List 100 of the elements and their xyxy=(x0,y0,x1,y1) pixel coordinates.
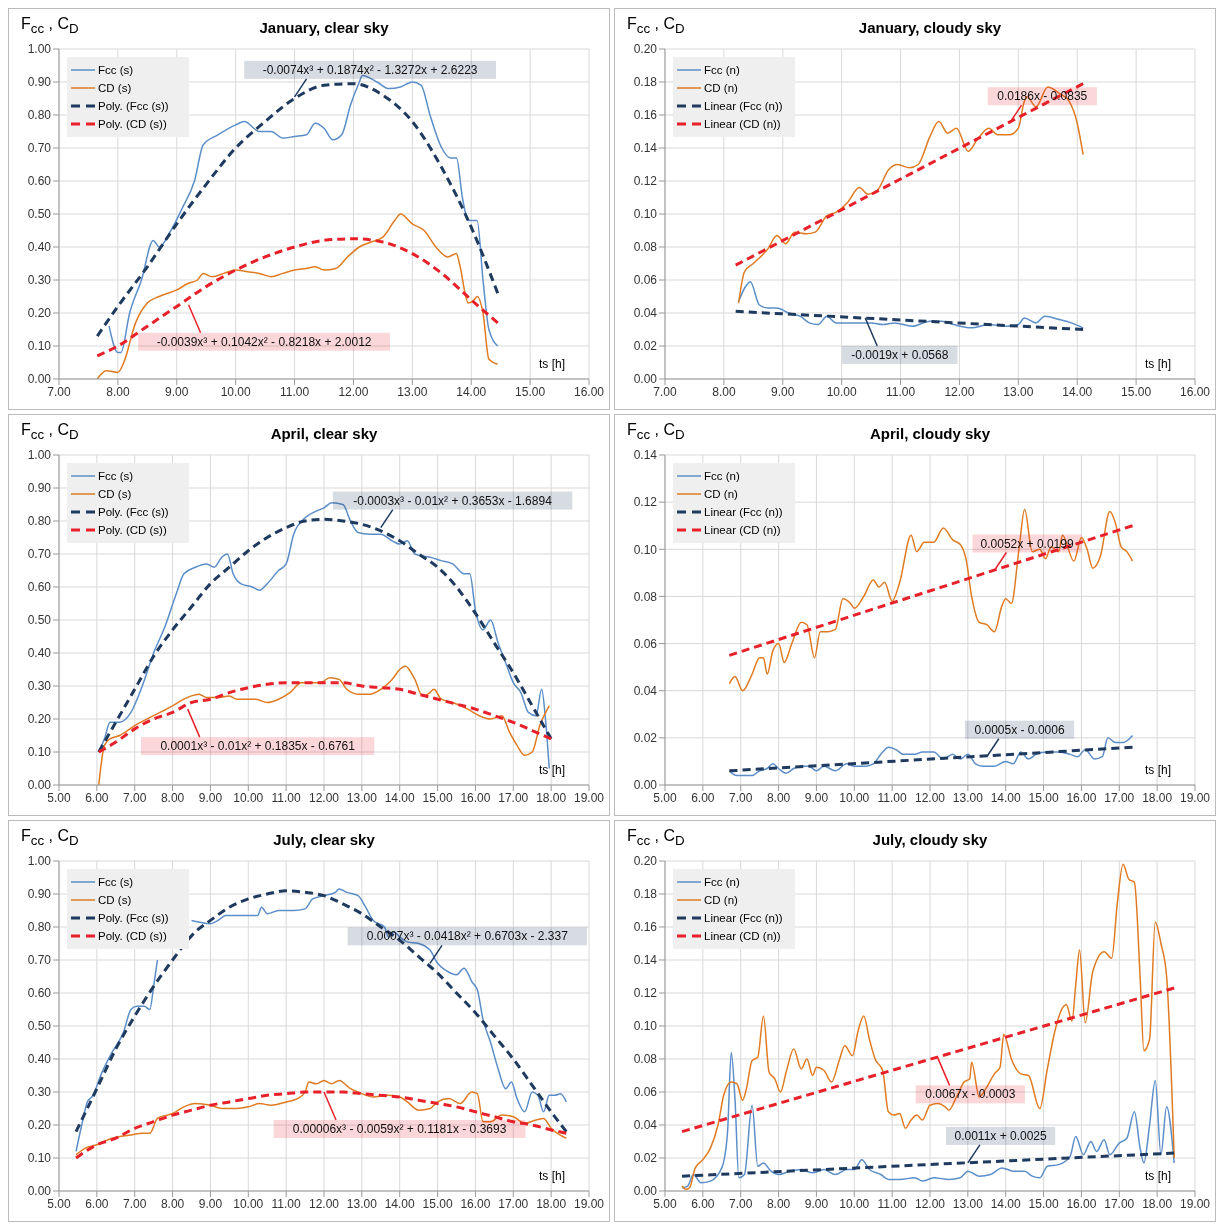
x-tick-label: 10.00 xyxy=(839,790,870,805)
x-tick-label: 8.00 xyxy=(766,790,791,805)
x-axis-title: ts [h] xyxy=(539,357,566,371)
x-tick-label: 17.00 xyxy=(498,790,529,805)
x-tick-label: 10.00 xyxy=(839,1196,870,1211)
legend-label: Poly. (CD (s)) xyxy=(98,524,167,536)
legend-label: Linear (CD (n)) xyxy=(704,930,781,942)
x-tick-label: 12.00 xyxy=(308,1196,340,1211)
x-tick-label: 11.00 xyxy=(877,1196,908,1211)
x-tick-label: 5.00 xyxy=(47,790,71,805)
y-tick-label: 1.00 xyxy=(27,42,52,57)
annotation: -0.0074x³ + 0.1874x² - 1.3272x + 2.6223 xyxy=(262,62,478,77)
x-tick-label: 14.00 xyxy=(990,790,1022,805)
chart-title: January, cloudy sky xyxy=(858,19,1002,36)
y-tick-label: 0.14 xyxy=(633,953,658,968)
x-tick-label: 10.00 xyxy=(826,384,858,399)
x-tick-label: 18.00 xyxy=(1142,790,1173,805)
y-tick-label: 0.00 xyxy=(633,1184,658,1199)
x-tick-label: 14.00 xyxy=(384,1196,416,1211)
legend-label: Fcc (s) xyxy=(98,64,134,76)
legend-label: Poly. (Fcc (s)) xyxy=(98,100,169,112)
x-tick-label: 18.00 xyxy=(1142,1196,1173,1211)
legend-label: Linear (CD (n)) xyxy=(704,118,781,130)
legend-label: Linear (Fcc (n)) xyxy=(704,100,783,112)
x-tick-label: 14.00 xyxy=(1062,384,1093,399)
x-tick-label: 14.00 xyxy=(384,790,416,805)
y-tick-label: 0.80 xyxy=(27,108,52,123)
x-tick-label: 5.00 xyxy=(653,790,677,805)
x-axis-title: ts [h] xyxy=(539,1169,566,1183)
legend-label: Fcc (n) xyxy=(704,876,740,888)
y-tick-label: 0.16 xyxy=(633,920,658,935)
line-series xyxy=(95,237,500,358)
x-tick-label: 8.00 xyxy=(106,384,130,399)
y-tick-label: 0.90 xyxy=(27,75,52,90)
y-axis-title: F$_{cc}$ , C$_{D}$ xyxy=(627,827,685,849)
legend-label: Linear (Fcc (n)) xyxy=(704,506,783,518)
x-tick-label: 9.00 xyxy=(165,384,189,399)
x-tick-label: 19.00 xyxy=(573,790,605,805)
x-tick-label: 17.00 xyxy=(1104,790,1135,805)
x-tick-label: 19.00 xyxy=(573,1196,605,1211)
line-series xyxy=(97,681,553,754)
annotation: -0.0019x + 0.0568 xyxy=(851,347,949,362)
y-tick-label: 0.18 xyxy=(633,75,658,90)
x-tick-label: 13.00 xyxy=(346,1196,378,1211)
x-axis-title: ts [h] xyxy=(539,763,566,777)
x-tick-label: 6.00 xyxy=(691,1196,715,1211)
legend-label: CD (s) xyxy=(98,82,132,94)
y-axis-title: F$_{cc}$ , C$_{D}$ xyxy=(627,15,685,37)
x-tick-label: 19.00 xyxy=(1179,1196,1211,1211)
y-tick-label: 0.12 xyxy=(633,174,658,189)
x-tick-label: 11.00 xyxy=(271,790,302,805)
y-tick-label: 0.20 xyxy=(27,1118,52,1133)
y-tick-label: 0.12 xyxy=(633,986,658,1001)
line-series xyxy=(74,1090,568,1160)
chart-title: January, clear sky xyxy=(259,19,389,36)
x-tick-label: 13.00 xyxy=(952,790,984,805)
y-tick-label: 0.10 xyxy=(633,207,658,222)
y-tick-label: 0.12 xyxy=(633,495,658,510)
x-tick-label: 8.00 xyxy=(160,1196,185,1211)
x-tick-label: 17.00 xyxy=(1104,1196,1135,1211)
y-tick-label: 0.10 xyxy=(27,745,52,760)
x-tick-label: 8.00 xyxy=(766,1196,791,1211)
y-tick-label: 0.10 xyxy=(633,1019,658,1034)
y-tick-label: 0.50 xyxy=(27,613,52,628)
x-tick-label: 13.00 xyxy=(346,790,378,805)
y-tick-label: 0.10 xyxy=(27,339,52,354)
x-tick-label: 16.00 xyxy=(1179,384,1211,399)
y-tick-label: 0.50 xyxy=(27,1019,52,1034)
x-tick-label: 15.00 xyxy=(1121,384,1152,399)
x-tick-label: 6.00 xyxy=(691,790,715,805)
x-tick-label: 9.00 xyxy=(804,790,829,805)
chart-title: April, cloudy sky xyxy=(869,425,991,442)
x-tick-label: 11.00 xyxy=(279,384,310,399)
y-tick-label: 0.10 xyxy=(27,1151,52,1166)
y-tick-label: 0.20 xyxy=(27,712,52,727)
x-axis-title: ts [h] xyxy=(1145,763,1172,777)
y-tick-label: 0.60 xyxy=(27,986,52,1001)
x-tick-label: 17.00 xyxy=(498,1196,529,1211)
x-tick-label: 7.00 xyxy=(123,1196,147,1211)
line-series xyxy=(681,863,1175,1191)
y-tick-label: 0.02 xyxy=(633,339,658,354)
x-tick-label: 7.00 xyxy=(47,384,71,399)
x-tick-label: 15.00 xyxy=(422,790,453,805)
y-tick-label: 0.02 xyxy=(633,731,658,746)
legend-label: Poly. (Fcc (s)) xyxy=(98,912,169,924)
legend-label: CD (n) xyxy=(704,488,738,500)
legend-label: Fcc (s) xyxy=(98,876,134,888)
x-tick-label: 16.00 xyxy=(460,790,491,805)
y-tick-label: 0.20 xyxy=(27,306,52,321)
y-tick-label: 0.80 xyxy=(27,514,52,529)
x-tick-label: 13.00 xyxy=(1003,384,1034,399)
y-tick-label: 0.40 xyxy=(27,240,52,255)
y-axis-title: F$_{cc}$ , C$_{D}$ xyxy=(21,15,79,37)
chart-title: July, cloudy sky xyxy=(872,831,988,848)
y-tick-label: 0.06 xyxy=(633,636,658,651)
x-tick-label: 12.00 xyxy=(944,384,975,399)
x-tick-label: 9.00 xyxy=(771,384,795,399)
y-tick-label: 0.70 xyxy=(27,953,52,968)
legend-label: Fcc (s) xyxy=(98,470,134,482)
x-tick-label: 15.00 xyxy=(422,1196,453,1211)
